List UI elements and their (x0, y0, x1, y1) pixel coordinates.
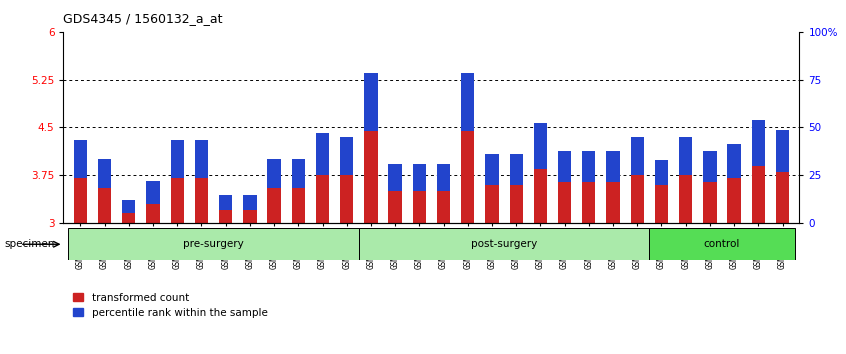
Legend: transformed count, percentile rank within the sample: transformed count, percentile rank withi… (69, 289, 272, 322)
Bar (655, 160, 668, 185)
Bar (122, 213, 135, 223)
Bar (582, 151, 596, 182)
Bar (728, 178, 741, 223)
Bar (413, 191, 426, 223)
Bar (122, 200, 135, 213)
Bar (655, 185, 668, 223)
Bar (195, 178, 208, 223)
Bar (437, 164, 450, 191)
Bar (340, 175, 354, 223)
Bar (582, 182, 596, 223)
Bar (461, 73, 475, 131)
Text: GDS4345 / 1560132_a_at: GDS4345 / 1560132_a_at (63, 12, 223, 25)
Bar (679, 175, 692, 223)
Bar (607, 151, 620, 182)
Bar (267, 188, 281, 223)
Bar (388, 164, 402, 191)
Bar (146, 181, 160, 204)
Bar (630, 175, 644, 223)
Bar (534, 169, 547, 223)
Bar (703, 151, 717, 182)
Bar (243, 195, 256, 210)
Bar (630, 137, 644, 175)
Bar (461, 131, 475, 223)
Bar (243, 210, 256, 223)
Bar (267, 159, 281, 188)
Bar (146, 204, 160, 223)
Bar (679, 137, 692, 175)
Bar (292, 188, 305, 223)
Bar (413, 164, 426, 191)
Bar (534, 123, 547, 169)
Bar (340, 137, 354, 175)
Bar (195, 140, 208, 178)
Bar (365, 131, 377, 223)
Bar (558, 151, 571, 182)
Bar (509, 185, 523, 223)
Bar (219, 195, 233, 210)
Bar (388, 191, 402, 223)
Bar (751, 166, 765, 223)
Bar (98, 159, 112, 188)
Bar (703, 182, 717, 223)
Text: specimen: specimen (4, 239, 55, 249)
Bar (316, 133, 329, 175)
Bar (728, 144, 741, 178)
Text: control: control (704, 239, 740, 249)
Bar (437, 191, 450, 223)
Bar (292, 159, 305, 188)
Bar (69, 228, 359, 260)
Bar (509, 154, 523, 185)
Bar (776, 130, 789, 172)
Text: post-surgery: post-surgery (471, 239, 537, 249)
Bar (751, 120, 765, 166)
Bar (74, 178, 87, 223)
Bar (171, 140, 184, 178)
Bar (98, 188, 112, 223)
Bar (171, 178, 184, 223)
Bar (486, 154, 498, 185)
Bar (316, 175, 329, 223)
Bar (650, 228, 794, 260)
Bar (219, 210, 233, 223)
Bar (359, 228, 650, 260)
Bar (486, 185, 498, 223)
Bar (74, 140, 87, 178)
Bar (607, 182, 620, 223)
Bar (558, 182, 571, 223)
Bar (776, 172, 789, 223)
Bar (365, 73, 377, 131)
Text: pre-surgery: pre-surgery (184, 239, 244, 249)
